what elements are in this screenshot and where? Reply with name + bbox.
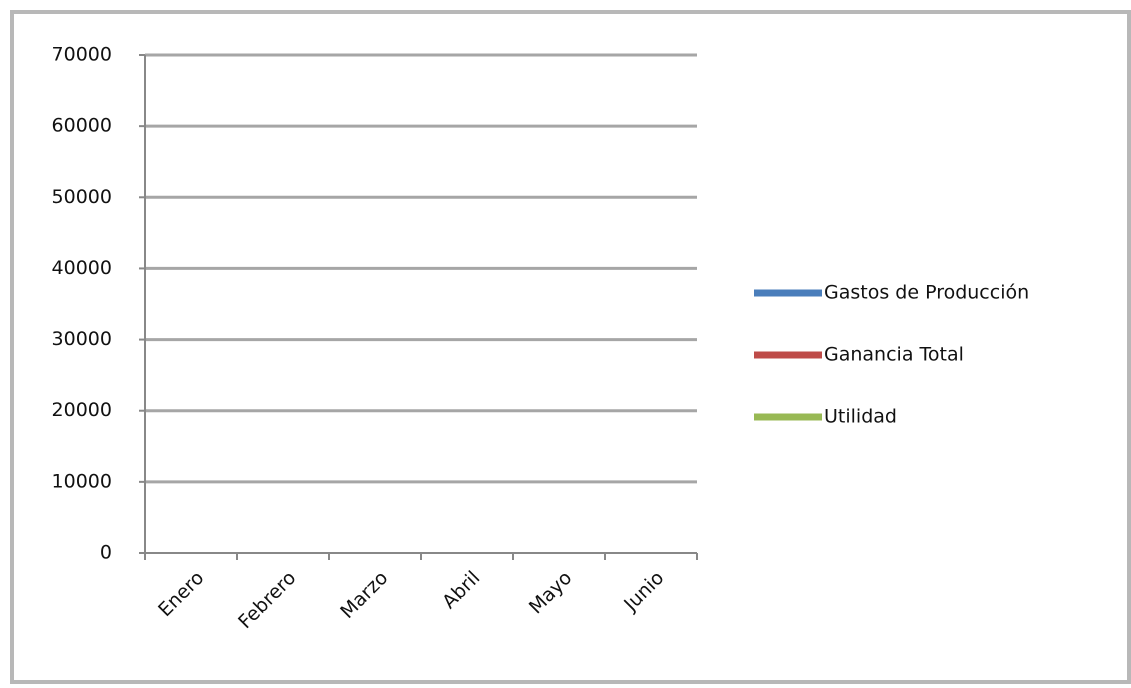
- legend-label: Utilidad: [824, 406, 897, 428]
- legend-label: Ganancia Total: [824, 344, 964, 366]
- legend-label: Gastos de Producción: [824, 282, 1029, 304]
- y-tick-label: 20000: [52, 399, 112, 421]
- y-tick-label: 30000: [52, 328, 112, 350]
- y-tick-label: 70000: [52, 44, 112, 66]
- y-tick-label: 40000: [52, 257, 112, 279]
- y-tick-label: 60000: [52, 115, 112, 137]
- chart-frame: [10, 10, 1131, 684]
- y-tick-label: 50000: [52, 186, 112, 208]
- y-tick-label: 0: [100, 542, 112, 564]
- y-tick-label: 10000: [52, 470, 112, 492]
